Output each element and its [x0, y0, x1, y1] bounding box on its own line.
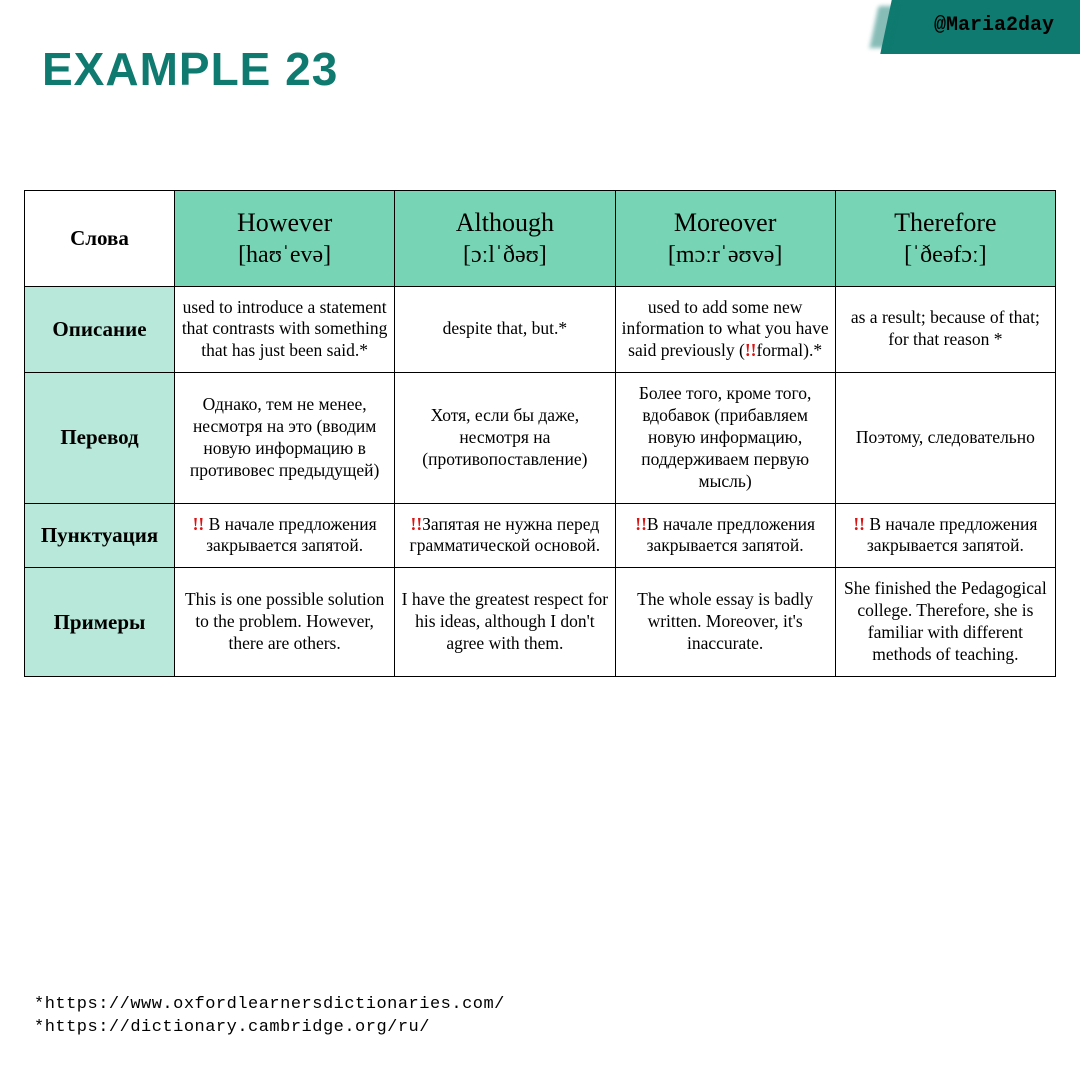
comparison-table-wrap: Слова However [haʊˈevə] Although [ɔːlˈðə…: [24, 190, 1056, 677]
page-title: EXAMPLE 23: [42, 42, 338, 96]
footnote-line: *https://www.oxfordlearnersdictionaries.…: [34, 994, 505, 1017]
row-header: Перевод: [25, 373, 175, 503]
col-phon: [ˈðeəfɔː]: [842, 240, 1049, 270]
table-body: Описаниеused to introduce a statement th…: [25, 286, 1056, 676]
table-cell: despite that, but.*: [395, 286, 615, 373]
warning-icon: !!: [745, 340, 757, 360]
warning-icon: !!: [411, 514, 423, 534]
col-word: Therefore: [894, 208, 996, 237]
header-row: Слова However [haʊˈevə] Although [ɔːlˈðə…: [25, 191, 1056, 287]
col-header-1: Although [ɔːlˈðəʊ]: [395, 191, 615, 287]
corner-cell: Слова: [25, 191, 175, 287]
footnote-line: *https://dictionary.cambridge.org/ru/: [34, 1017, 505, 1040]
table-cell: used to add some new information to what…: [615, 286, 835, 373]
col-phon: [mɔːrˈəʊvə]: [622, 240, 829, 270]
footnotes: *https://www.oxfordlearnersdictionaries.…: [34, 994, 505, 1040]
col-word: Moreover: [674, 208, 777, 237]
row-header: Описание: [25, 286, 175, 373]
table-cell: I have the greatest respect for his idea…: [395, 568, 615, 677]
table-cell: This is one possible solution to the pro…: [175, 568, 395, 677]
table-cell: The whole essay is badly written. Moreov…: [615, 568, 835, 677]
table-cell: !!Запятая не нужна перед грамматической …: [395, 503, 615, 568]
table-row: ПереводОднако, тем не менее, несмотря на…: [25, 373, 1056, 503]
comparison-table: Слова However [haʊˈevə] Although [ɔːlˈðə…: [24, 190, 1056, 677]
table-cell: Более того, кроме того, вдобавок (прибав…: [615, 373, 835, 503]
col-header-0: However [haʊˈevə]: [175, 191, 395, 287]
warning-icon: !!: [635, 514, 647, 534]
table-cell: She finished the Pedagogical college. Th…: [835, 568, 1055, 677]
row-header: Примеры: [25, 568, 175, 677]
table-row: Описаниеused to introduce a statement th…: [25, 286, 1056, 373]
table-cell: !!В начале предложения закрывается запят…: [615, 503, 835, 568]
col-phon: [ɔːlˈðəʊ]: [401, 240, 608, 270]
col-header-2: Moreover [mɔːrˈəʊvə]: [615, 191, 835, 287]
warning-icon: !!: [853, 514, 865, 534]
table-cell: used to introduce a statement that contr…: [175, 286, 395, 373]
col-word: Although: [456, 208, 554, 237]
col-word: However: [237, 208, 332, 237]
table-row: ПримерыThis is one possible solution to …: [25, 568, 1056, 677]
table-cell: Хотя, если бы даже, несмотря на (противо…: [395, 373, 615, 503]
col-header-3: Therefore [ˈðeəfɔː]: [835, 191, 1055, 287]
table-cell: !! В начале предложения закрывается запя…: [175, 503, 395, 568]
row-header: Пунктуация: [25, 503, 175, 568]
warning-icon: !!: [193, 514, 205, 534]
table-cell: as a result; because of that; for that r…: [835, 286, 1055, 373]
table-cell: Однако, тем не менее, несмотря на это (в…: [175, 373, 395, 503]
table-row: Пунктуация!! В начале предложения закрыв…: [25, 503, 1056, 568]
col-phon: [haʊˈevə]: [181, 240, 388, 270]
table-cell: !! В начале предложения закрывается запя…: [835, 503, 1055, 568]
table-cell: Поэтому, следовательно: [835, 373, 1055, 503]
handle-badge: @Maria2day: [934, 14, 1054, 37]
